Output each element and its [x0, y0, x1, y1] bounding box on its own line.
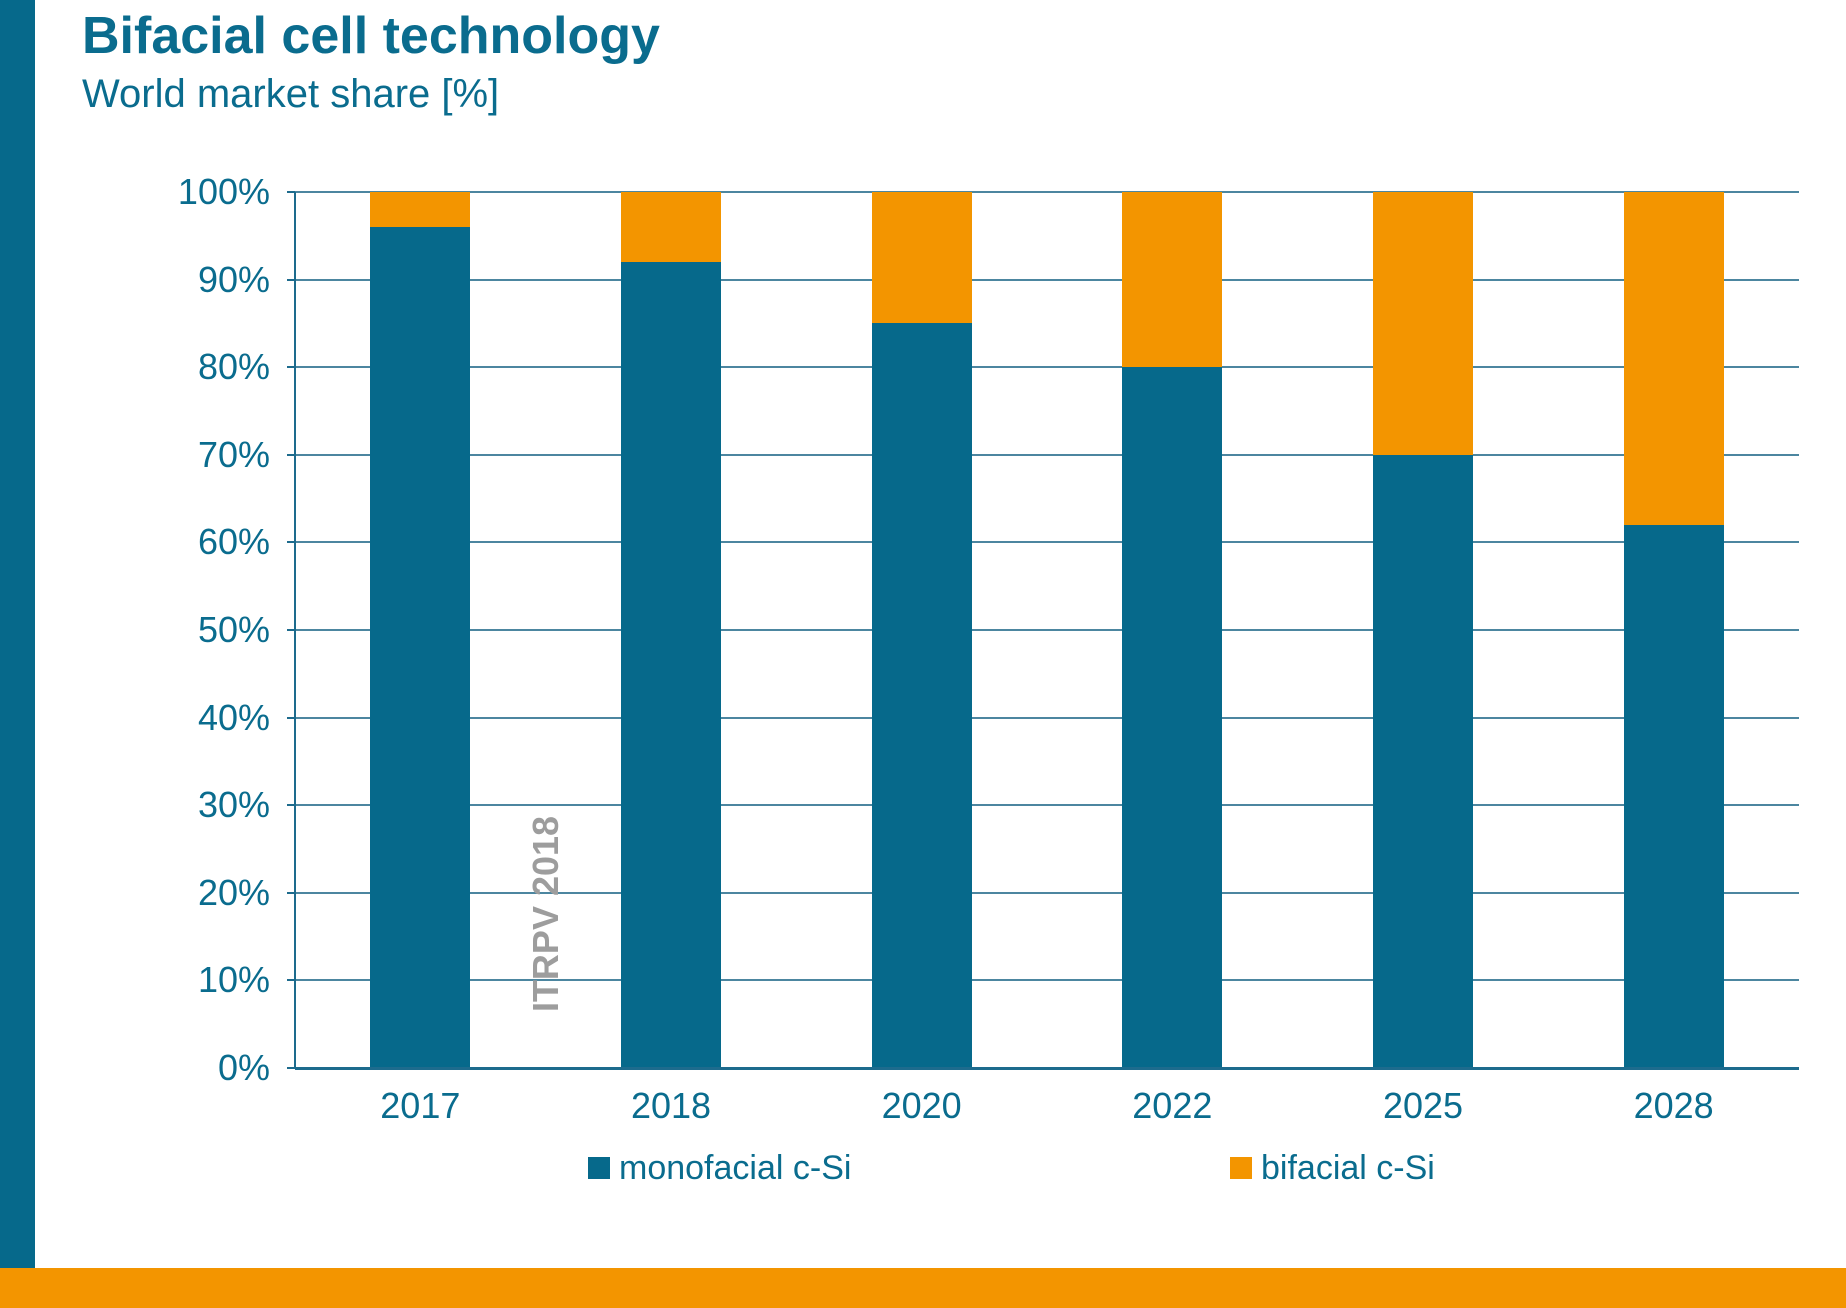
y-axis-tick: [287, 366, 295, 369]
bottom-accent-band: [0, 1268, 1846, 1308]
legend-item-monofacial: monofacial c-Si: [588, 1150, 851, 1186]
y-axis-tick-label: 80%: [197, 346, 270, 388]
bar-segment-bifacial-2017: [370, 192, 471, 228]
legend-label-bifacial: bifacial c-Si: [1261, 1149, 1435, 1187]
y-axis-tick-label: 30%: [197, 784, 270, 826]
y-axis-tick-label: 90%: [197, 258, 270, 300]
y-axis-tick: [287, 979, 295, 982]
x-axis-label-2025: 2025: [1382, 1085, 1464, 1126]
y-axis-tick: [287, 716, 295, 719]
legend-item-bifacial: bifacial c-Si: [1230, 1150, 1435, 1186]
page-subtitle: World market share [%]: [82, 72, 500, 116]
left-accent-stripe: [0, 0, 35, 1268]
y-axis-tick: [287, 804, 295, 807]
y-axis-tick: [287, 191, 295, 193]
bar-segment-monofacial-2025: [1373, 454, 1473, 1068]
bar-segment-monofacial-2028: [1623, 524, 1724, 1068]
page-title: Bifacial cell technology: [82, 7, 660, 65]
y-axis-tick: [287, 1067, 295, 1069]
x-axis-line: [295, 1067, 1799, 1070]
y-axis-tick-label: 20%: [197, 871, 270, 913]
y-gridline: [295, 366, 1799, 369]
y-axis-tick: [287, 891, 295, 894]
y-gridline: [295, 629, 1799, 631]
bar-segment-bifacial-2020: [871, 192, 972, 324]
legend-swatch-monofacial: [588, 1157, 610, 1179]
bar-segment-monofacial-2018: [621, 262, 721, 1068]
bar-segment-monofacial-2020: [871, 323, 972, 1068]
y-axis-tick-label: 70%: [197, 433, 270, 475]
y-gridline: [295, 804, 1799, 807]
bar-segment-bifacial-2018: [621, 192, 721, 263]
y-gridline: [295, 979, 1799, 982]
y-axis-tick-label: 40%: [197, 696, 270, 738]
x-axis-label-2018: 2018: [630, 1085, 712, 1126]
y-gridline: [295, 541, 1799, 544]
y-axis-tick-label: 50%: [197, 609, 270, 650]
legend-label-monofacial: monofacial c-Si: [619, 1149, 852, 1187]
y-axis-tick: [287, 453, 295, 456]
bar-segment-monofacial-2022: [1122, 367, 1223, 1068]
bar-segment-bifacial-2022: [1122, 192, 1223, 368]
y-gridline: [295, 191, 1799, 193]
legend-swatch-bifacial: [1230, 1157, 1252, 1179]
y-axis-tick-label: 60%: [197, 521, 270, 563]
x-axis-label-2017: 2017: [380, 1085, 461, 1126]
bar-segment-bifacial-2025: [1373, 192, 1473, 455]
x-axis-label-2028: 2028: [1633, 1085, 1714, 1126]
y-gridline: [295, 716, 1799, 719]
y-axis-tick-label: 100%: [177, 171, 270, 212]
bar-segment-bifacial-2028: [1623, 192, 1724, 525]
y-gridline: [295, 278, 1799, 281]
y-axis-tick: [287, 278, 295, 281]
y-axis-tick: [287, 629, 295, 631]
x-axis-label-2022: 2022: [1132, 1085, 1213, 1126]
y-gridline: [295, 891, 1799, 894]
bar-segment-monofacial-2017: [370, 227, 471, 1068]
y-axis-tick-label: 0%: [217, 1047, 270, 1088]
y-gridline: [295, 453, 1799, 456]
x-axis-label-2020: 2020: [881, 1085, 962, 1126]
chart-source-annotation: ITRPV 2018: [525, 815, 566, 1013]
y-axis-line: [294, 192, 296, 1068]
y-axis-tick-label: 10%: [197, 959, 270, 1001]
y-axis-tick: [287, 541, 295, 544]
